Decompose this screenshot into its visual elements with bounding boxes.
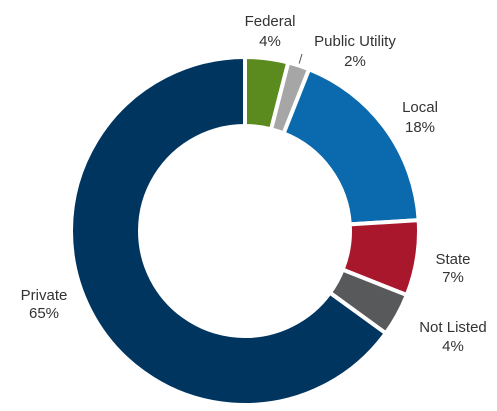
slice-value-label: 4% xyxy=(259,33,281,50)
slice-label: Private xyxy=(21,287,68,304)
donut-slice xyxy=(281,66,421,227)
slice-label: Local xyxy=(402,99,438,116)
slice-label: Public Utility xyxy=(314,33,396,50)
slice-value-label: 2% xyxy=(344,53,366,70)
donut-slice xyxy=(69,54,389,407)
slice-value-label: 7% xyxy=(442,269,464,286)
slice-label: State xyxy=(435,251,470,268)
slice-value-label: 4% xyxy=(442,338,464,355)
slice-value-label: 18% xyxy=(405,119,435,136)
slice-label: Not Listed xyxy=(419,319,487,336)
slice-label: Federal xyxy=(245,13,296,30)
slice-value-label: 65% xyxy=(29,305,59,322)
